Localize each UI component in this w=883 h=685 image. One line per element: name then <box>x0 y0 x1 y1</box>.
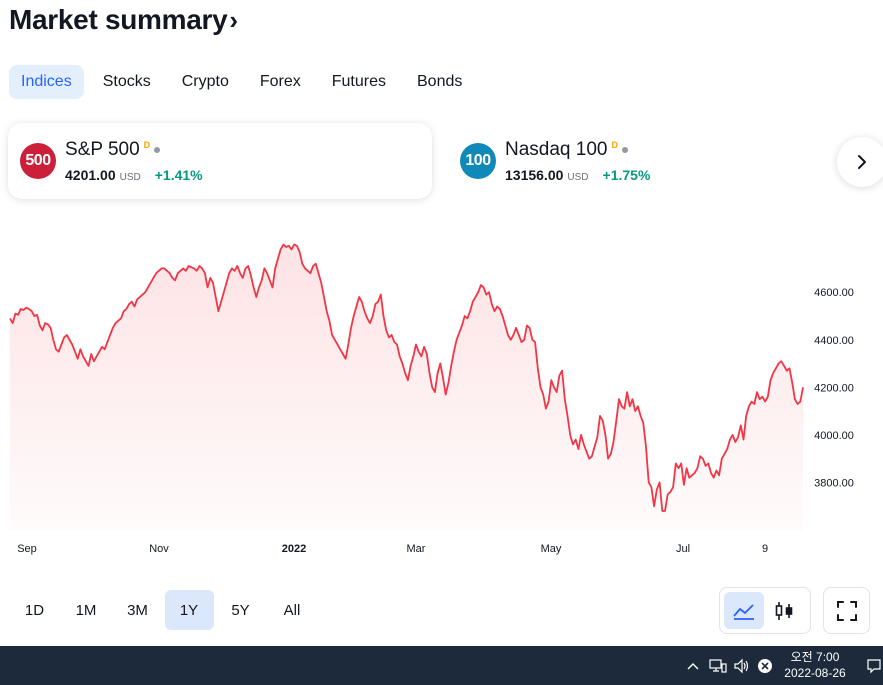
network-button[interactable] <box>707 646 729 685</box>
tab-crypto[interactable]: Crypto <box>181 73 229 90</box>
price-area <box>10 244 803 530</box>
network-icon <box>709 658 727 673</box>
symbol-card-nasdaq100[interactable]: 100 Nasdaq 100 D 13156.00 USD +1.75% <box>448 123 828 199</box>
range-3m[interactable]: 3M <box>127 601 148 619</box>
notification-icon <box>866 658 881 673</box>
chevron-right-icon: › <box>229 4 238 35</box>
page-title[interactable]: Market summary › <box>9 4 238 36</box>
y-tick-label: 3800.00 <box>814 477 854 489</box>
ime-status-button[interactable] <box>755 646 775 685</box>
price-chart[interactable]: Sep Nov 2022 Mar May Jul 9 3800.00 4000.00 4200.… <box>0 210 883 570</box>
x-tick-label: Nov <box>149 543 169 555</box>
area-chart-button[interactable] <box>724 592 764 629</box>
range-5y[interactable]: 5Y <box>231 601 250 619</box>
x-tick-label: Sep <box>17 543 37 555</box>
taskbar-clock[interactable]: 오전 7:00 2022-08-26 <box>774 649 856 681</box>
y-tick-label: 4600.00 <box>814 287 854 299</box>
symbol-logo: 500 <box>20 143 56 179</box>
price-line <box>9 243 804 512</box>
symbol-price: 4201.00 <box>65 167 116 183</box>
x-tick-label: Jul <box>676 543 690 555</box>
candlestick-button[interactable] <box>764 592 804 629</box>
windows-taskbar: 오전 7:00 2022-08-26 <box>0 646 883 685</box>
fullscreen-button[interactable] <box>823 587 870 634</box>
show-hidden-icons-button[interactable] <box>683 646 703 685</box>
close-circle-icon <box>758 658 772 673</box>
market-status-dot <box>621 147 628 153</box>
symbol-change: +1.41% <box>154 167 203 183</box>
tab-indices[interactable]: Indices <box>9 65 84 99</box>
page-title-text: Market summary <box>9 4 228 35</box>
delayed-flag: D <box>611 140 618 150</box>
range-all[interactable]: All <box>283 601 301 619</box>
symbol-card-sp500[interactable]: 500 S&P 500 D 4201.00 USD +1.41% <box>8 123 432 199</box>
y-tick-label: 4200.00 <box>814 382 854 394</box>
y-tick-label: 4400.00 <box>814 335 854 347</box>
clock-date: 2022-08-26 <box>784 666 846 680</box>
volume-button[interactable] <box>731 646 753 685</box>
range-1y[interactable]: 1Y <box>164 590 214 630</box>
x-tick-label: 2022 <box>282 543 306 555</box>
notifications-button[interactable] <box>864 646 883 685</box>
tab-futures[interactable]: Futures <box>331 73 386 90</box>
x-tick-label: May <box>541 543 562 555</box>
speaker-icon <box>734 658 749 673</box>
symbol-logo: 100 <box>460 143 496 179</box>
market-status-dot <box>154 147 161 153</box>
symbol-name: S&P 500 <box>65 139 140 160</box>
range-1m[interactable]: 1M <box>75 601 97 619</box>
area-chart-icon <box>733 603 754 620</box>
symbol-name: Nasdaq 100 <box>505 139 608 160</box>
fullscreen-icon <box>836 600 857 621</box>
next-symbols-button[interactable] <box>837 137 883 187</box>
time-range-selector: 1D 1M 3M 1Y 5Y All <box>10 590 319 630</box>
tab-forex[interactable]: Forex <box>259 73 301 90</box>
category-tabs: Indices Stocks Crypto Forex Futures Bond… <box>9 65 481 99</box>
chart-type-toggle <box>719 587 811 634</box>
symbol-change: +1.75% <box>602 167 651 183</box>
chevron-right-icon <box>858 155 866 169</box>
symbol-currency: USD <box>567 172 589 183</box>
symbol-currency: USD <box>119 172 141 183</box>
tab-stocks[interactable]: Stocks <box>102 73 151 90</box>
y-tick-label: 4000.00 <box>814 430 854 442</box>
candlestick-icon <box>775 601 793 620</box>
chevron-up-icon <box>687 662 699 669</box>
x-tick-label: 9 <box>762 543 768 555</box>
range-1d[interactable]: 1D <box>24 601 45 619</box>
delayed-flag: D <box>143 140 151 150</box>
symbol-price: 13156.00 <box>505 167 564 183</box>
clock-time: 오전 7:00 <box>790 650 840 664</box>
tab-bonds[interactable]: Bonds <box>417 73 463 90</box>
x-tick-label: Mar <box>407 543 426 555</box>
